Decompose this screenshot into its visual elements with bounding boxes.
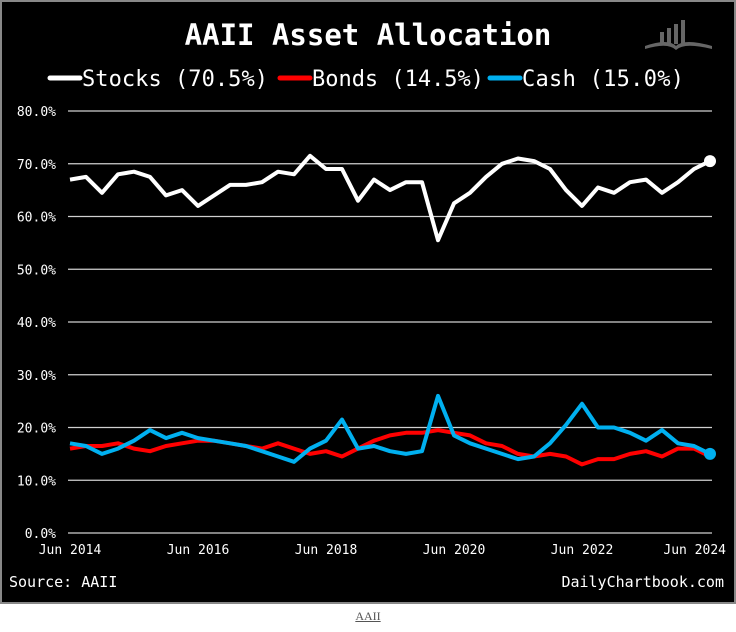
x-tick-label: Jun 2022 (551, 543, 614, 558)
legend: Stocks (70.5%) Bonds (14.5%) Cash (15.0%) (47, 67, 684, 92)
legend-label: Stocks (70.5%) (82, 67, 268, 92)
y-tick-label: 80.0% (17, 105, 56, 120)
x-axis: Jun 2014 Jun 2016 Jun 2018 Jun 2020 Jun 2022… (39, 543, 726, 558)
y-tick-label: 40.0% (17, 316, 56, 331)
series-lines (69, 153, 716, 467)
series-line-stocks (69, 153, 711, 243)
source-bar (3, 568, 733, 601)
brand-label: DailyChartbook.com (561, 573, 724, 591)
series-line-bonds (69, 428, 711, 467)
y-axis: 0.0% 10.0% 20.0% 30.0% 40.0% 50.0% 60.0% 70.0% 8… (17, 105, 56, 542)
footer-source-link[interactable]: AAII (355, 609, 381, 623)
y-tick-label: 60.0% (17, 211, 56, 226)
x-tick-label: Jun 2014 (39, 543, 102, 558)
chart-title: AAII Asset Allocation (185, 18, 552, 52)
y-tick-label: 10.0% (17, 474, 56, 489)
series-line-cash (69, 393, 711, 464)
source-label: Source: AAII (9, 573, 117, 591)
y-tick-label: 70.0% (17, 158, 56, 173)
legend-label: Bonds (14.5%) (312, 67, 484, 92)
endpoint-marker-cash (704, 447, 716, 460)
chart-background (0, 0, 736, 604)
x-tick-label: Jun 2020 (423, 543, 486, 558)
x-tick-label: Jun 2018 (295, 543, 358, 558)
x-tick-label: Jun 2016 (167, 543, 230, 558)
y-tick-label: 50.0% (17, 263, 56, 278)
endpoint-marker-stocks (704, 155, 716, 168)
y-tick-label: 0.0% (25, 527, 56, 542)
y-tick-label: 30.0% (17, 369, 56, 384)
legend-label: Cash (15.0%) (522, 67, 684, 92)
y-tick-label: 20.0% (17, 422, 56, 437)
chart: AAII Asset Allocation Stocks (70.5%) Bond… (0, 0, 736, 604)
x-tick-label: Jun 2024 (663, 543, 726, 558)
logo-icon (645, 20, 712, 50)
